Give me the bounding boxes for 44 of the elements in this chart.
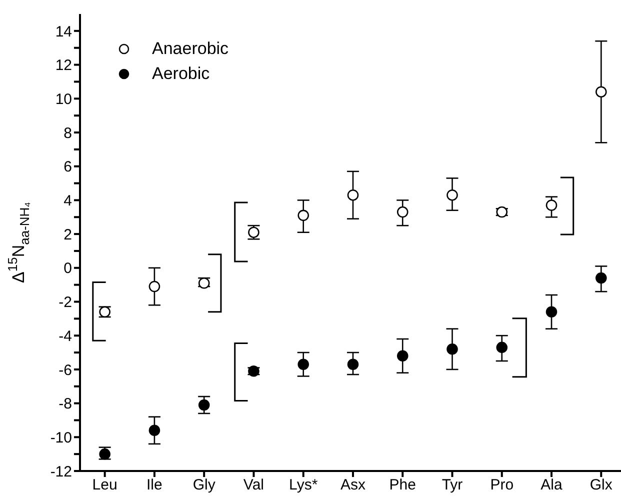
y-tick-label: 0 xyxy=(64,260,72,278)
y-tick-label: 8 xyxy=(64,124,72,142)
legend-label: Anaerobic xyxy=(152,38,229,60)
y-tick-label: 2 xyxy=(64,226,72,244)
y-tick-label: -8 xyxy=(58,396,72,413)
y-tick-label: -6 xyxy=(58,362,72,379)
point xyxy=(546,306,558,318)
x-tick-label: Ala xyxy=(540,476,564,494)
x-tick-label: Ile xyxy=(146,476,162,494)
point xyxy=(347,358,359,370)
legend-label: Aerobic xyxy=(152,63,210,85)
point xyxy=(396,206,408,218)
point xyxy=(446,343,458,355)
y-tick-label: 12 xyxy=(55,57,72,74)
x-tick-label: Lys* xyxy=(289,476,318,494)
point xyxy=(396,350,408,362)
point xyxy=(148,424,160,436)
y-tick-label: -4 xyxy=(58,328,72,345)
point xyxy=(546,200,558,211)
y-tick-label: 4 xyxy=(64,192,72,210)
point xyxy=(347,189,359,201)
x-tick-label: Glx xyxy=(590,476,613,494)
point xyxy=(496,206,508,218)
y-tick-label: 14 xyxy=(55,23,72,40)
point xyxy=(298,358,309,370)
y-tick-label: 6 xyxy=(64,158,72,176)
point xyxy=(298,210,309,222)
x-tick-label: Leu xyxy=(92,476,118,494)
point xyxy=(198,399,210,411)
y-tick-label: -10 xyxy=(50,429,72,446)
x-tick-label: Asx xyxy=(340,476,366,494)
point xyxy=(496,342,508,354)
y-tick-label: -2 xyxy=(58,294,72,312)
point xyxy=(446,189,458,201)
x-tick-label: Pro xyxy=(490,476,514,494)
x-tick-label: Val xyxy=(243,476,264,494)
point xyxy=(595,272,607,284)
x-tick-label: Gly xyxy=(192,476,216,494)
y-tick-label: 10 xyxy=(55,90,72,108)
point xyxy=(595,86,607,98)
y-tick-label: -12 xyxy=(50,463,72,480)
x-tick-label: Phe xyxy=(389,476,416,494)
x-tick-label: Tyr xyxy=(442,476,463,494)
point xyxy=(148,280,160,292)
